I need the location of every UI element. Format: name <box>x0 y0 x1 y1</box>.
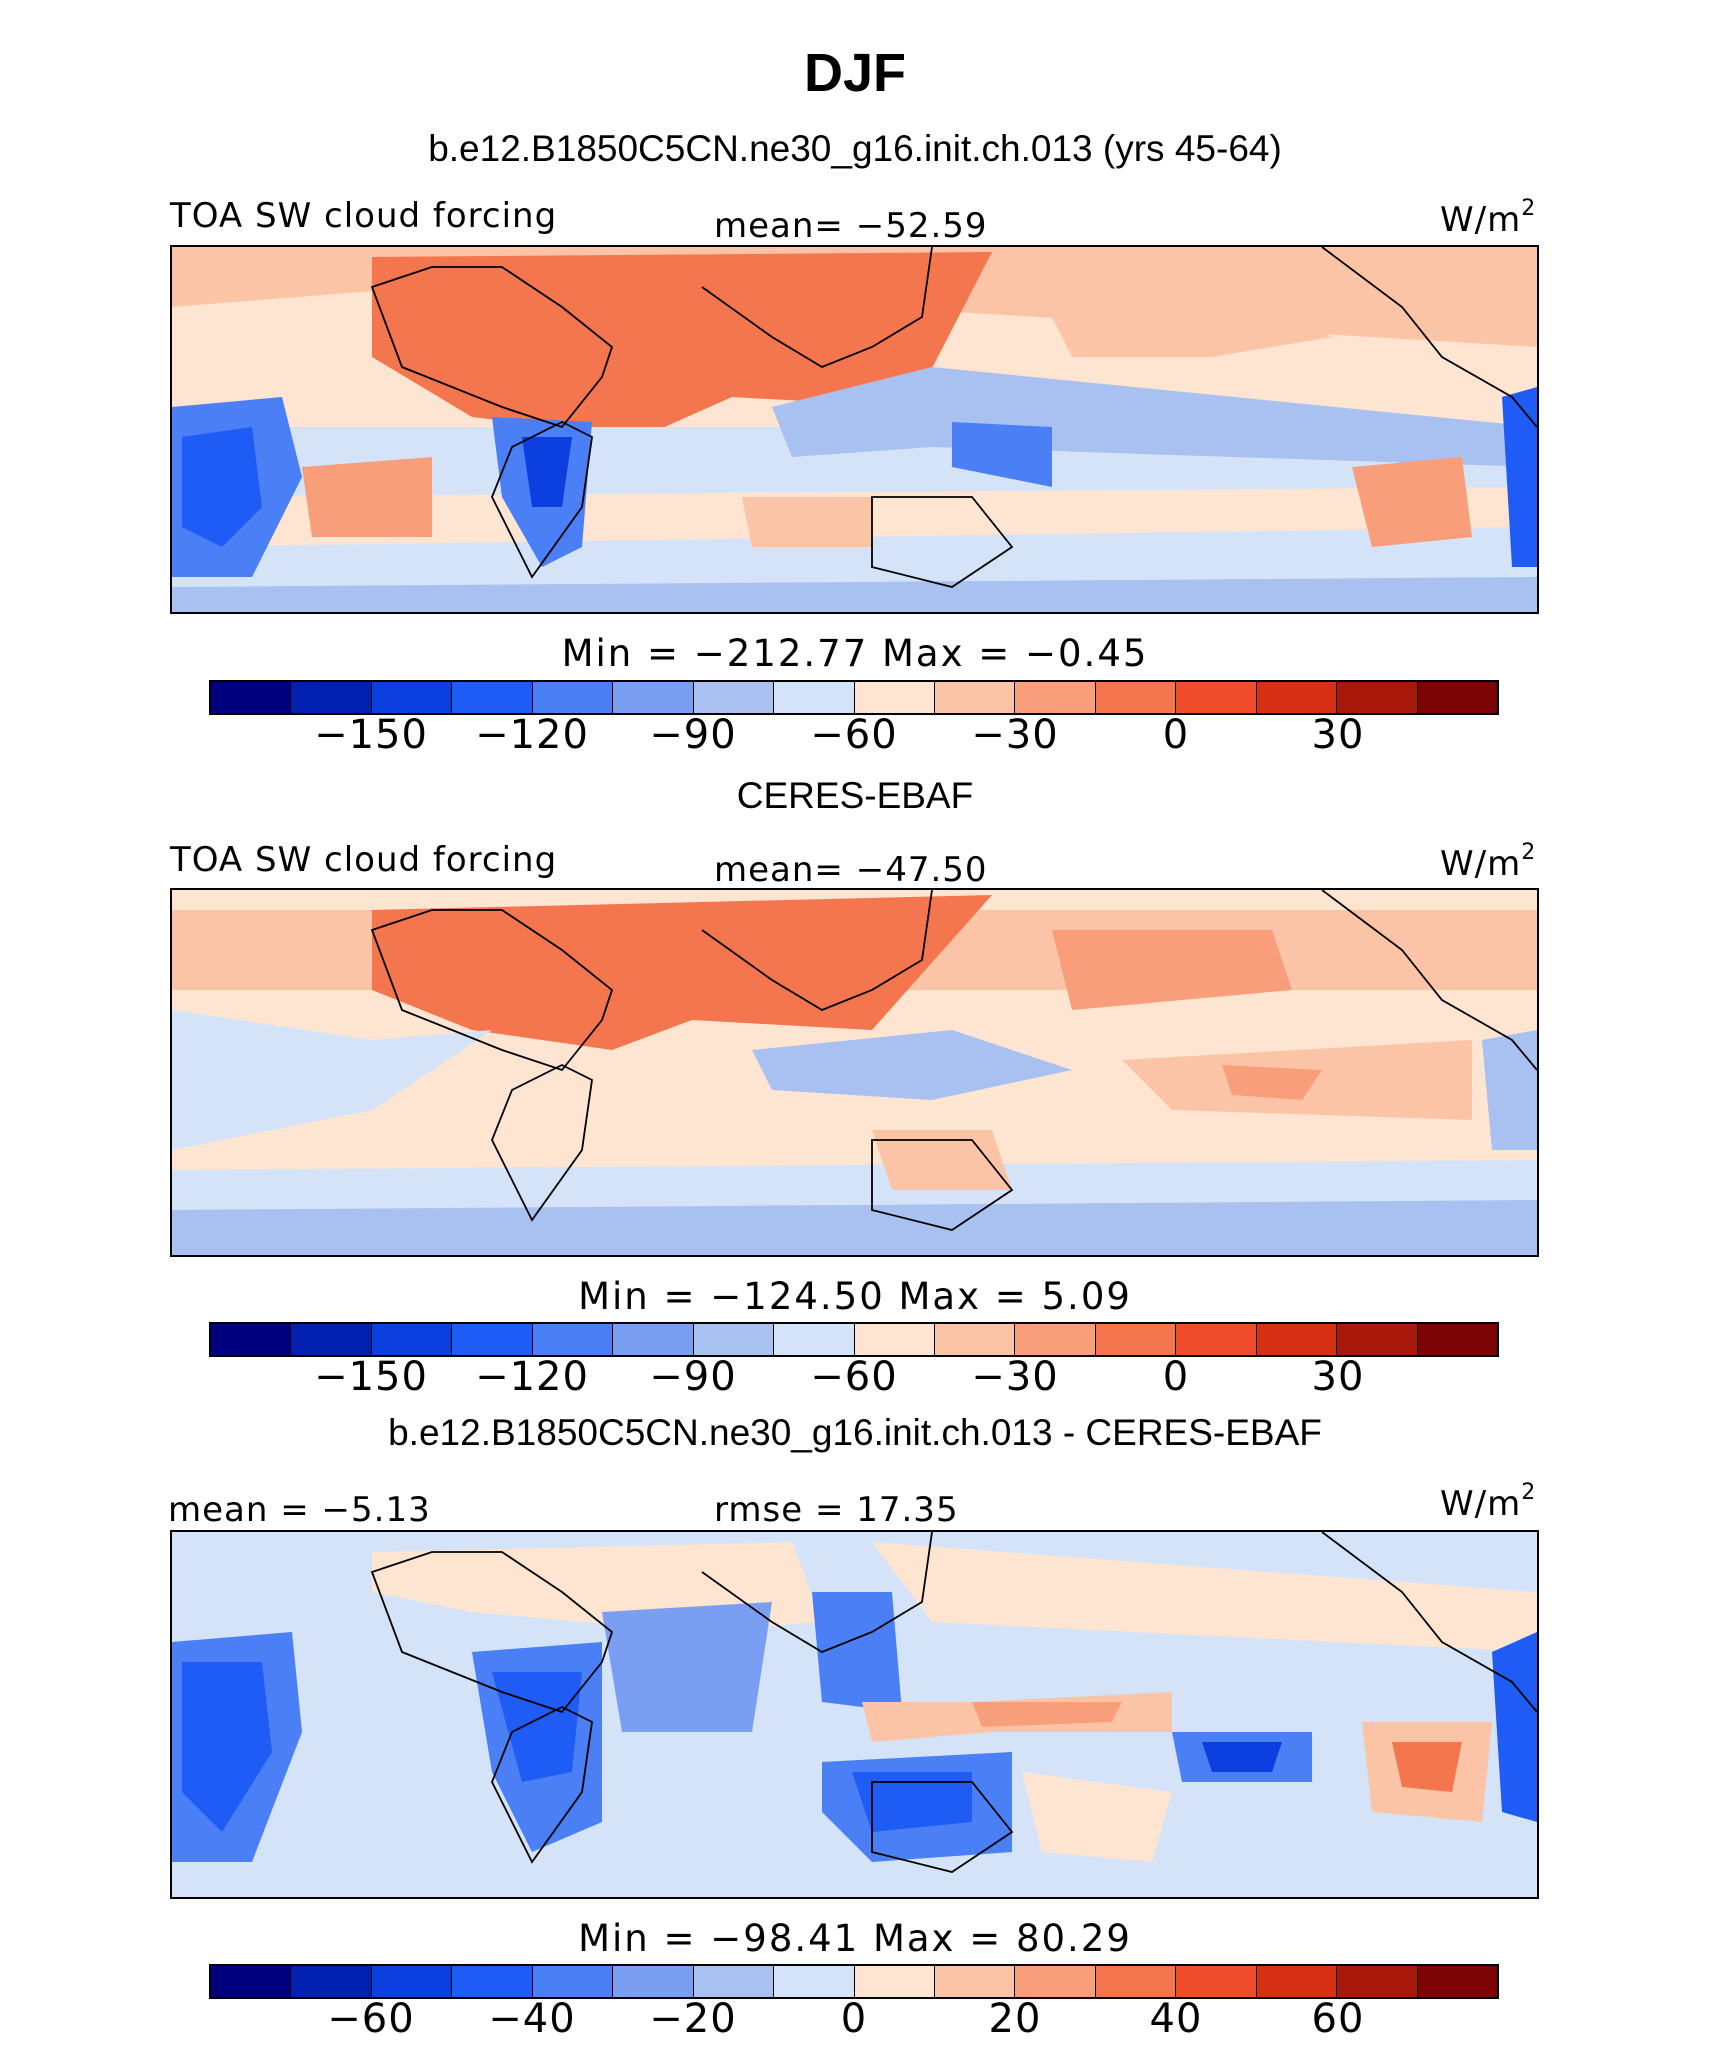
panel-3-tick: 40 <box>1149 1996 1203 2042</box>
panel-1-tick: −60 <box>810 712 898 758</box>
panel-1-tick: −90 <box>649 712 737 758</box>
panel-1-tick: 0 <box>1162 712 1190 758</box>
colorbar-swatch <box>452 682 533 713</box>
panel-2-title: CERES-EBAF <box>736 775 974 816</box>
colorbar-swatch <box>291 1324 372 1355</box>
colorbar-swatch <box>1015 1966 1096 1997</box>
panel-3-tick: −20 <box>649 1996 737 2042</box>
panel-2-variable-label: TOA SW cloud forcing <box>170 840 558 880</box>
colorbar-swatch <box>1337 682 1418 713</box>
colorbar-swatch <box>854 682 935 713</box>
panel-2-units: W/m2 <box>1440 840 1537 884</box>
colorbar-swatch <box>693 1324 775 1355</box>
panel-3-tick: 0 <box>840 1996 868 2042</box>
colorbar-swatch <box>934 1966 1016 1997</box>
colorbar-swatch <box>1337 1966 1418 1997</box>
figure-title: DJF <box>803 43 906 103</box>
panel-3-tick: −40 <box>488 1996 576 2042</box>
colorbar-swatch <box>693 682 775 713</box>
colorbar-swatch <box>211 682 292 713</box>
panel-3-colorbar <box>209 1964 1499 1999</box>
colorbar-swatch <box>211 1324 292 1355</box>
panel-3-rmse-label: rmse = 17.35 <box>714 1490 959 1530</box>
panel-2-tick: −150 <box>314 1354 428 1400</box>
colorbar-swatch <box>613 1966 694 1997</box>
colorbar-swatch <box>1095 682 1177 713</box>
colorbar-swatch <box>1337 1324 1418 1355</box>
colorbar-swatch <box>291 682 372 713</box>
colorbar-swatch <box>371 682 453 713</box>
colorbar-swatch <box>613 682 694 713</box>
panel-2-tick: 0 <box>1162 1354 1190 1400</box>
panel-1-tick: −30 <box>971 712 1059 758</box>
colorbar-swatch <box>1417 682 1497 713</box>
colorbar-swatch <box>854 1324 935 1355</box>
panel-1-colorbar-ticks: −150 −120 −90 −60 −30 0 30 <box>0 712 1710 762</box>
colorbar-swatch <box>774 1324 855 1355</box>
panel-2-mean-label: mean= −47.50 <box>714 850 988 890</box>
panel-2-minmax: Min = −124.50 Max = 5.09 <box>578 1275 1132 1318</box>
colorbar-swatch <box>1176 1324 1257 1355</box>
panel-1-mean-label: mean= −52.59 <box>714 206 988 246</box>
colorbar-swatch <box>532 1324 614 1355</box>
colorbar-swatch <box>934 1324 1016 1355</box>
panel-1-colorbar <box>209 680 1499 715</box>
colorbar-swatch <box>1015 1324 1096 1355</box>
colorbar-swatch <box>1417 1966 1497 1997</box>
colorbar-swatch <box>211 1966 292 1997</box>
colorbar-swatch <box>693 1966 775 1997</box>
panel-1-minmax: Min = −212.77 Max = −0.45 <box>561 632 1149 675</box>
panel-3-title: b.e12.B1850C5CN.ne30_g16.init.ch.013 - C… <box>388 1412 1322 1453</box>
panel-1-units: W/m2 <box>1440 196 1537 240</box>
panel-1-tick: −150 <box>314 712 428 758</box>
panel-1-tick: 30 <box>1311 712 1365 758</box>
colorbar-swatch <box>854 1966 935 1997</box>
colorbar-swatch <box>291 1966 372 1997</box>
panel-3-colorbar-ticks: −60 −40 −20 0 20 40 60 <box>0 1996 1710 2046</box>
panel-3-mean-label: mean = −5.13 <box>168 1490 431 1530</box>
panel-2-tick: −120 <box>475 1354 589 1400</box>
colorbar-swatch <box>1095 1966 1177 1997</box>
panel-1-map <box>170 245 1539 614</box>
panel-1-title: b.e12.B1850C5CN.ne30_g16.init.ch.013 (yr… <box>428 128 1282 169</box>
panel-2-tick: −30 <box>971 1354 1059 1400</box>
panel-1-tick: −120 <box>475 712 589 758</box>
colorbar-swatch <box>774 1966 855 1997</box>
panel-3-map <box>170 1530 1539 1899</box>
colorbar-swatch <box>1176 682 1257 713</box>
panel-3-units: W/m2 <box>1440 1480 1537 1524</box>
colorbar-swatch <box>934 682 1016 713</box>
colorbar-swatch <box>371 1324 453 1355</box>
colorbar-swatch <box>1256 1324 1338 1355</box>
colorbar-swatch <box>774 682 855 713</box>
colorbar-swatch <box>613 1324 694 1355</box>
panel-3-tick: 20 <box>988 1996 1042 2042</box>
colorbar-swatch <box>1015 682 1096 713</box>
colorbar-swatch <box>1095 1324 1177 1355</box>
colorbar-swatch <box>532 1966 614 1997</box>
panel-2-colorbar-ticks: −150 −120 −90 −60 −30 0 30 <box>0 1354 1710 1404</box>
panel-3-tick: −60 <box>327 1996 415 2042</box>
panel-2-tick: −90 <box>649 1354 737 1400</box>
panel-2-map <box>170 888 1539 1257</box>
colorbar-swatch <box>1256 1966 1338 1997</box>
panel-1-variable-label: TOA SW cloud forcing <box>170 196 558 236</box>
colorbar-swatch <box>1417 1324 1497 1355</box>
colorbar-swatch <box>452 1324 533 1355</box>
colorbar-swatch <box>1176 1966 1257 1997</box>
colorbar-swatch <box>371 1966 453 1997</box>
colorbar-swatch <box>1256 682 1338 713</box>
panel-2-tick: 30 <box>1311 1354 1365 1400</box>
panel-3-minmax: Min = −98.41 Max = 80.29 <box>578 1917 1132 1960</box>
panel-2-tick: −60 <box>810 1354 898 1400</box>
colorbar-swatch <box>532 682 614 713</box>
colorbar-swatch <box>452 1966 533 1997</box>
panel-2-colorbar <box>209 1322 1499 1357</box>
panel-3-tick: 60 <box>1311 1996 1365 2042</box>
